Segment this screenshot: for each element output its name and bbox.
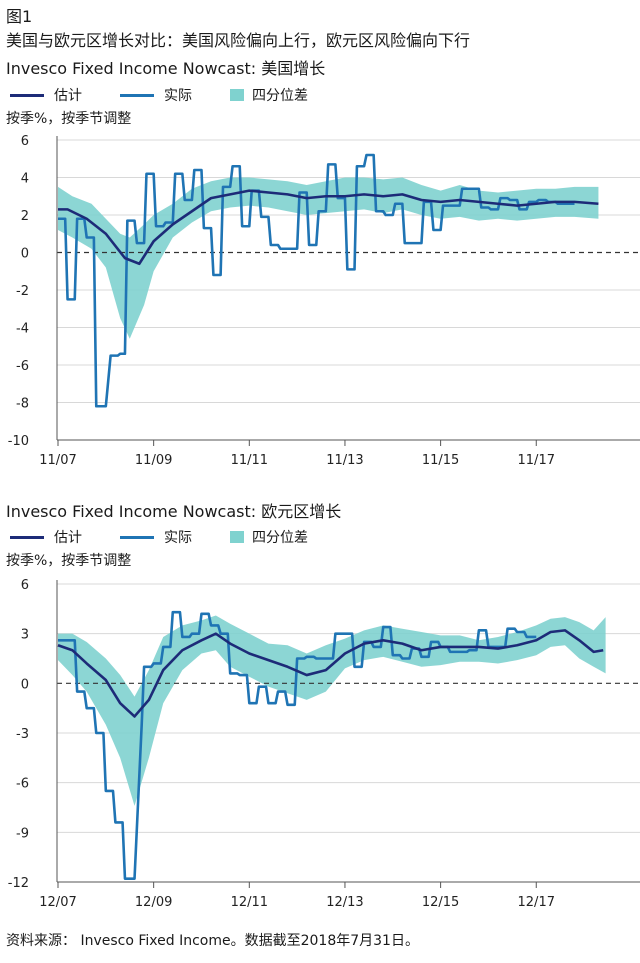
legend-item-actual: 实际 xyxy=(120,85,192,105)
x-tick-label: 12/09 xyxy=(135,895,172,910)
legend-swatch-estimate xyxy=(10,93,44,97)
x-tick-label: 12/13 xyxy=(326,895,363,910)
y-tick-label: -8 xyxy=(16,397,29,412)
x-tick-label: 11/15 xyxy=(422,453,459,468)
y-tick-label: -9 xyxy=(16,826,29,841)
x-tick-label: 11/13 xyxy=(326,453,363,468)
series-band-interquartile xyxy=(58,177,599,339)
y-tick-label: -12 xyxy=(8,876,29,891)
legend-label-band: 四分位差 xyxy=(252,88,308,104)
legend-item-band: 四分位差 xyxy=(230,527,308,547)
figure-label: 图1 xyxy=(6,7,33,26)
us-legend: 估计 实际 四分位差 xyxy=(10,85,346,105)
x-tick-label: 11/07 xyxy=(39,453,76,468)
y-tick-label: -10 xyxy=(8,434,29,449)
y-tick-label: 0 xyxy=(21,677,29,692)
us-chart-title: Invesco Fixed Income Nowcast: 美国增长 xyxy=(6,59,326,78)
series-line-estimate xyxy=(58,189,599,266)
legend-label-actual: 实际 xyxy=(164,88,192,104)
legend-label-estimate: 估计 xyxy=(54,88,82,104)
y-tick-label: -6 xyxy=(16,777,29,792)
legend-item-estimate: 估计 xyxy=(10,85,82,105)
y-tick-label: -2 xyxy=(16,284,29,299)
ez-y-unit: 按季%，按季节调整 xyxy=(6,553,132,569)
us-y-unit: 按季%，按季节调整 xyxy=(6,111,132,127)
x-tick-label: 11/11 xyxy=(231,453,268,468)
source-note: 资料来源： Invesco Fixed Income。数据截至2018年7月31… xyxy=(6,933,419,949)
x-tick-label: 11/17 xyxy=(518,453,555,468)
legend-label-band: 四分位差 xyxy=(252,530,308,546)
ez-legend: 估计 实际 四分位差 xyxy=(10,527,346,547)
legend-swatch-band xyxy=(230,531,244,543)
legend-label-estimate: 估计 xyxy=(54,530,82,546)
legend-label-actual: 实际 xyxy=(164,530,192,546)
y-tick-label: -4 xyxy=(16,322,29,337)
x-tick-label: 12/11 xyxy=(231,895,268,910)
series-line-actual xyxy=(58,610,537,880)
us-growth-chart: 6 4 2 0 -2 -4 -6 -8 -10 11/07 11/09 11/11 11/13 11/15… xyxy=(8,134,640,468)
series-band-interquartile xyxy=(58,615,606,806)
x-tick-label: 12/07 xyxy=(39,895,76,910)
y-tick-label: 6 xyxy=(21,578,29,593)
figure-title: 美国与欧元区增长对比：美国风险偏向上行，欧元区风险偏向下行 xyxy=(6,31,471,50)
ez-chart-title: Invesco Fixed Income Nowcast: 欧元区增长 xyxy=(6,502,342,521)
legend-item-actual: 实际 xyxy=(120,527,192,547)
legend-swatch-actual xyxy=(120,535,154,539)
y-tick-label: -3 xyxy=(16,727,29,742)
y-tick-label: -6 xyxy=(16,359,29,374)
x-tick-label: 11/09 xyxy=(135,453,172,468)
x-tick-label: 12/15 xyxy=(422,895,459,910)
legend-item-estimate: 估计 xyxy=(10,527,82,547)
y-tick-label: 6 xyxy=(21,134,29,149)
legend-swatch-actual xyxy=(120,93,154,97)
ez-growth-chart: 6 3 0 -3 -6 -9 -12 12/07 12/09 12/11 12/13 12/15 12/… xyxy=(8,578,640,910)
y-tick-label: 3 xyxy=(21,628,29,643)
series-line-actual xyxy=(58,153,575,408)
y-tick-label: 4 xyxy=(21,172,29,187)
legend-swatch-band xyxy=(230,89,244,101)
x-tick-label: 12/17 xyxy=(518,895,555,910)
y-tick-label: 0 xyxy=(21,247,29,262)
series-line-estimate xyxy=(57,629,604,718)
legend-item-band: 四分位差 xyxy=(230,85,308,105)
legend-swatch-estimate xyxy=(10,535,44,539)
y-tick-label: 2 xyxy=(21,209,29,224)
